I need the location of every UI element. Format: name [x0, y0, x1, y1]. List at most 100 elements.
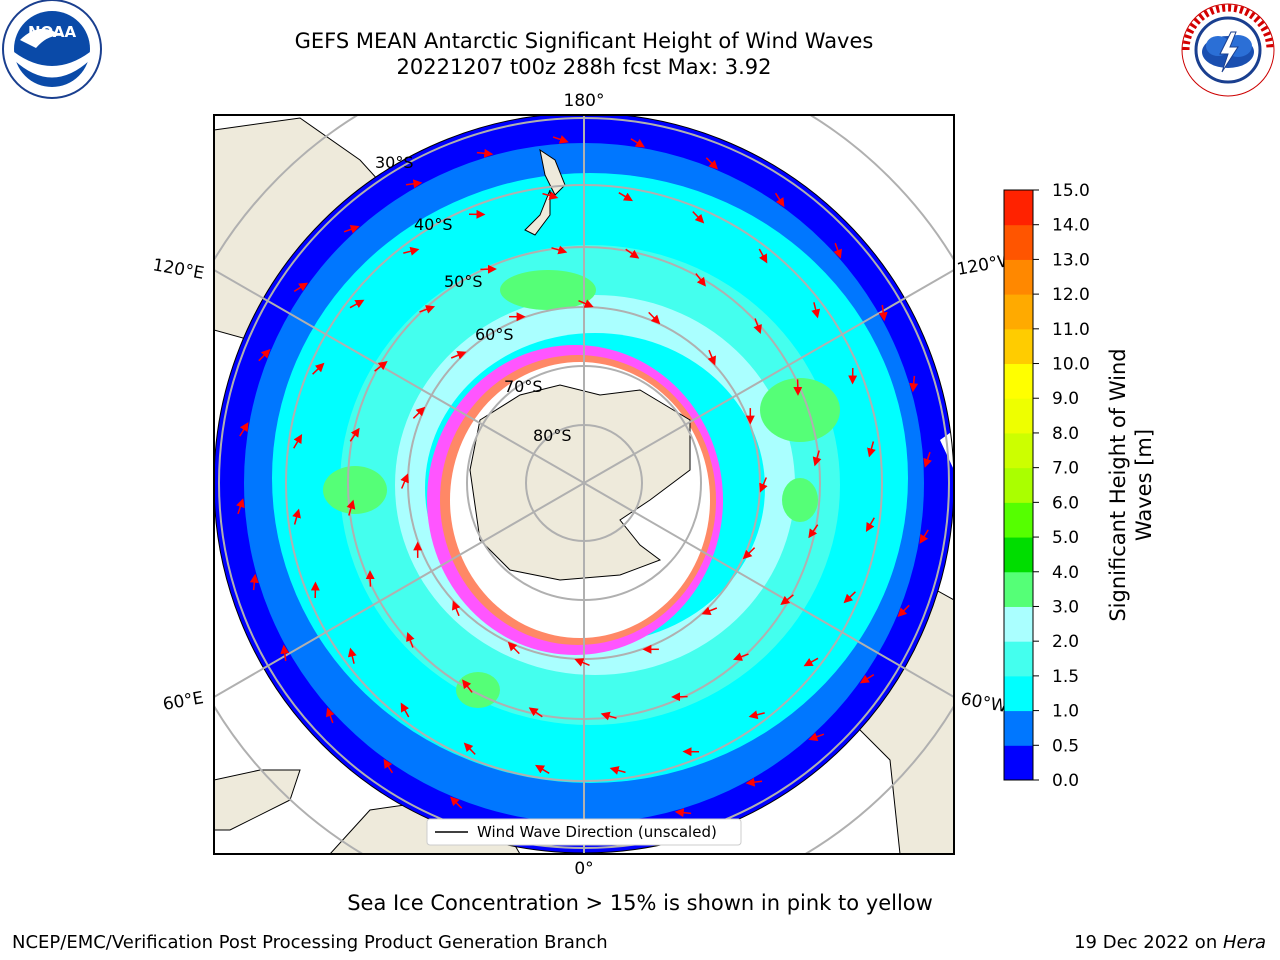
colorbar-swatch [1004, 190, 1033, 226]
colorbar-tick-label: 3.0 [1052, 597, 1079, 617]
wave-height-field [214, 115, 954, 853]
wind-wave-arrow [236, 498, 245, 515]
colorbar-tick-label: 8.0 [1052, 424, 1079, 444]
colorbar-tick-label: 14.0 [1052, 216, 1090, 236]
footer-machine: Hera [1222, 932, 1266, 953]
wind-wave-arrow [347, 647, 357, 664]
legend-label: Wind Wave Direction (unscaled) [477, 823, 717, 841]
colorbar-tick-label: 6.0 [1052, 493, 1079, 513]
colorbar-swatch [1004, 537, 1033, 573]
lon-label-60e: 60°E [161, 688, 205, 715]
wind-wave-arrow [759, 477, 768, 493]
wind-wave-arrow [701, 606, 718, 615]
wind-wave-arrow [780, 594, 794, 605]
colorbar-title: Significant Height of Wind Waves [m] [1106, 348, 1156, 622]
colorbar-tick-label: 7.0 [1052, 459, 1079, 479]
lat-label-80s: 80°S [533, 426, 572, 445]
colorbar-tick-label: 4.0 [1052, 563, 1079, 583]
wind-wave-arrow [878, 304, 888, 322]
lon-label-0: 0° [574, 859, 593, 879]
wind-wave-arrow [748, 710, 765, 720]
colorbar-swatch [1004, 224, 1033, 260]
wind-wave-arrow [400, 702, 410, 718]
colorbar-swatch [1004, 675, 1033, 712]
wind-wave-arrow [574, 658, 590, 667]
wind-wave-arrow [600, 711, 617, 721]
wind-wave-arrow [859, 673, 875, 684]
wind-wave-arrow [552, 135, 569, 144]
colorbar-tick-label: 9.0 [1052, 389, 1079, 409]
wind-wave-arrow [312, 362, 325, 375]
wind-wave-arrow [452, 600, 461, 617]
colorbar-swatch [1004, 641, 1033, 677]
colorbar-tick-label: 12.0 [1052, 285, 1090, 305]
wind-wave-arrow [400, 473, 409, 489]
wind-wave-arrow [551, 245, 568, 255]
wind-wave-arrow [406, 631, 415, 648]
wind-wave-arrow [450, 351, 467, 360]
colorbar-tick-label: 1.0 [1052, 702, 1079, 722]
colorbar-tick-label: 5.0 [1052, 528, 1079, 548]
wind-wave-arrow [808, 524, 819, 539]
colorbar-swatch [1004, 363, 1033, 399]
colorbar-swatch [1004, 398, 1033, 434]
lon-label-120e: 120°E [151, 255, 205, 284]
wind-wave-arrow [239, 422, 249, 437]
colorbar-swatch [1004, 745, 1033, 781]
wind-wave-arrows [236, 135, 932, 831]
sea-ice-note: Sea Ice Concentration > 15% is shown in … [347, 891, 933, 915]
wind-wave-arrow [803, 657, 819, 667]
wind-wave-arrow [625, 248, 640, 259]
wind-wave-arrow [618, 192, 633, 202]
wind-wave-arrow [707, 349, 716, 366]
wind-wave-arrow [343, 225, 360, 234]
wind-wave-arrow [374, 361, 388, 372]
wind-wave-arrow [535, 764, 550, 774]
wind-wave-arrow [542, 191, 559, 200]
lon-label-180: 180° [564, 91, 605, 111]
wind-wave-arrow [630, 138, 645, 148]
wind-wave-arrow [383, 758, 394, 774]
wind-wave-arrow [692, 211, 705, 224]
colorbar-tick-label: 2.0 [1052, 632, 1079, 652]
lat-label-40s: 40°S [414, 215, 453, 234]
wind-wave-arrow [609, 766, 626, 775]
wind-wave-arrow [909, 375, 919, 393]
wind-wave-arrow [705, 157, 718, 170]
wind-wave-arrow [405, 179, 423, 189]
wind-wave-arrow [419, 305, 436, 314]
footer-credit: NCEP/EMC/Verification Post Processing Pr… [12, 932, 608, 953]
wind-wave-arrow [648, 311, 661, 325]
wind-wave-arrow [897, 604, 910, 617]
wind-wave-arrow [811, 302, 821, 319]
wind-wave-arrow [867, 441, 876, 458]
wind-wave-arrow [507, 641, 520, 655]
wind-wave-arrow [349, 427, 360, 442]
colorbar-tick-label: 11.0 [1052, 320, 1090, 340]
nws-logo-icon [1181, 3, 1275, 97]
footer-date: 19 Dec 2022 on Hera [1074, 932, 1266, 953]
colorbar-tick-label: 10.0 [1052, 355, 1090, 375]
wind-wave-arrow [758, 248, 768, 264]
colorbar-swatch [1004, 502, 1033, 538]
wind-wave-arrow [412, 406, 426, 419]
title-line-1: GEFS MEAN Antarctic Significant Height o… [294, 29, 874, 53]
colorbar-swatch [1004, 328, 1033, 365]
colorbar: 0.0 0.5 1.0 1.5 2.0 3.0 4.0 5.0 6.0 7.0 8.0 9.0 10.0… [1003, 181, 1090, 791]
lat-label-70s: 70°S [504, 377, 543, 396]
colorbar-tick-label: 1.5 [1052, 667, 1079, 687]
lat-label-50s: 50°S [444, 272, 483, 291]
lon-label-60w: 60°W [959, 689, 1009, 717]
wind-wave-arrow [258, 349, 271, 362]
wind-wave-arrow [293, 434, 303, 449]
wind-wave-arrow [463, 742, 476, 755]
wind-wave-arrow [462, 679, 473, 693]
wind-wave-arrow [293, 282, 309, 293]
wind-wave-arrow [349, 299, 365, 309]
wind-wave-arrow [528, 707, 543, 718]
colorbar-tick-label: 13.0 [1052, 250, 1090, 270]
wind-wave-arrow [450, 796, 463, 809]
wind-wave-arrow [403, 246, 420, 256]
lat-label-60s: 60°S [475, 325, 514, 344]
wind-wave-arrow [476, 148, 494, 158]
